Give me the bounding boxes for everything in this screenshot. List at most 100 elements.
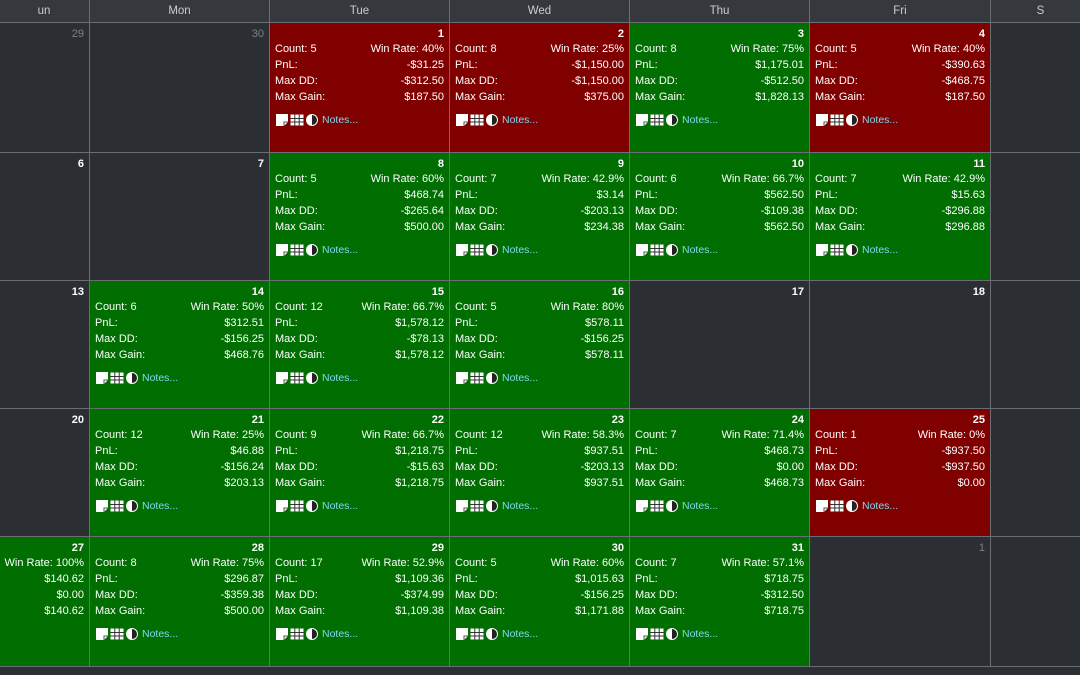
note-icon[interactable] (815, 499, 829, 513)
contrast-icon[interactable] (305, 627, 319, 641)
day-cell[interactable]: 2 Count: 8 Win Rate: 25% PnL: -$1,150.00 Max … (450, 23, 630, 153)
note-icon[interactable] (95, 499, 109, 513)
note-icon[interactable] (635, 627, 649, 641)
note-icon[interactable] (815, 113, 829, 127)
contrast-icon[interactable] (665, 243, 679, 257)
notes-link[interactable]: Notes... (142, 372, 179, 384)
day-cell[interactable]: 10 Count: 6 Win Rate: 66.7% PnL: $562.50 Max … (630, 153, 810, 281)
day-cell[interactable]: 17 (630, 281, 810, 409)
day-cell[interactable]: 6 (0, 153, 90, 281)
notes-link[interactable]: Notes... (682, 500, 719, 512)
trades-table-icon[interactable] (650, 113, 664, 127)
contrast-icon[interactable] (305, 243, 319, 257)
trades-table-icon[interactable] (470, 243, 484, 257)
notes-link[interactable]: Notes... (322, 244, 359, 256)
day-cell[interactable]: 29 Count: 17 Win Rate: 52.9% PnL: $1,109.36 M… (270, 537, 450, 667)
contrast-icon[interactable] (305, 371, 319, 385)
day-cell[interactable]: 22 Count: 9 Win Rate: 66.7% PnL: $1,218.75 Ma… (270, 409, 450, 537)
contrast-icon[interactable] (485, 499, 499, 513)
trades-table-icon[interactable] (830, 243, 844, 257)
trades-table-icon[interactable] (470, 113, 484, 127)
trades-table-icon[interactable] (290, 243, 304, 257)
trades-table-icon[interactable] (110, 627, 124, 641)
day-cell[interactable]: 18 (810, 281, 991, 409)
notes-link[interactable]: Notes... (682, 244, 719, 256)
notes-link[interactable]: Notes... (682, 114, 719, 126)
contrast-icon[interactable] (305, 113, 319, 127)
day-cell[interactable]: 11 Count: 7 Win Rate: 42.9% PnL: $15.63 Max D… (810, 153, 991, 281)
day-cell[interactable]: 15 Count: 12 Win Rate: 66.7% PnL: $1,578.12 M… (270, 281, 450, 409)
day-cell[interactable]: 4 Count: 5 Win Rate: 40% PnL: -$390.63 Max DD… (810, 23, 991, 153)
contrast-icon[interactable] (485, 113, 499, 127)
day-cell[interactable] (991, 153, 1080, 281)
day-cell[interactable]: 16 Count: 5 Win Rate: 80% PnL: $578.11 Max DD… (450, 281, 630, 409)
note-icon[interactable] (815, 243, 829, 257)
trades-table-icon[interactable] (470, 371, 484, 385)
notes-link[interactable]: Notes... (322, 628, 359, 640)
note-icon[interactable] (455, 371, 469, 385)
day-cell[interactable]: 9 Count: 7 Win Rate: 42.9% PnL: $3.14 Max DD:… (450, 153, 630, 281)
notes-link[interactable]: Notes... (502, 114, 539, 126)
note-icon[interactable] (95, 371, 109, 385)
day-cell[interactable]: 8 Count: 5 Win Rate: 60% PnL: $468.74 Max DD:… (270, 153, 450, 281)
notes-link[interactable]: Notes... (322, 500, 359, 512)
note-icon[interactable] (275, 627, 289, 641)
day-cell[interactable]: 25 Count: 1 Win Rate: 0% PnL: -$937.50 Max DD… (810, 409, 991, 537)
day-cell[interactable] (991, 409, 1080, 537)
trades-table-icon[interactable] (470, 499, 484, 513)
day-cell[interactable]: 1 Count: 5 Win Rate: 40% PnL: -$31.25 Max DD:… (270, 23, 450, 153)
day-cell[interactable]: 1 (810, 537, 991, 667)
contrast-icon[interactable] (485, 627, 499, 641)
trades-table-icon[interactable] (830, 499, 844, 513)
note-icon[interactable] (95, 627, 109, 641)
day-cell[interactable]: 28 Count: 8 Win Rate: 75% PnL: $296.87 Max DD… (90, 537, 270, 667)
day-cell[interactable]: 21 Count: 12 Win Rate: 25% PnL: $46.88 Max DD… (90, 409, 270, 537)
trades-table-icon[interactable] (290, 499, 304, 513)
trades-table-icon[interactable] (110, 371, 124, 385)
note-icon[interactable] (455, 499, 469, 513)
trades-table-icon[interactable] (290, 371, 304, 385)
day-cell[interactable]: 14 Count: 6 Win Rate: 50% PnL: $312.51 Max DD… (90, 281, 270, 409)
day-cell[interactable] (991, 537, 1080, 667)
trades-table-icon[interactable] (650, 499, 664, 513)
notes-link[interactable]: Notes... (322, 372, 359, 384)
note-icon[interactable] (455, 113, 469, 127)
trades-table-icon[interactable] (290, 113, 304, 127)
trades-table-icon[interactable] (470, 627, 484, 641)
day-cell[interactable]: 23 Count: 12 Win Rate: 58.3% PnL: $937.51 Max… (450, 409, 630, 537)
trades-table-icon[interactable] (110, 499, 124, 513)
notes-link[interactable]: Notes... (682, 628, 719, 640)
note-icon[interactable] (635, 113, 649, 127)
day-cell[interactable]: 3 Count: 8 Win Rate: 75% PnL: $1,175.01 Max D… (630, 23, 810, 153)
notes-link[interactable]: Notes... (502, 628, 539, 640)
notes-link[interactable]: Notes... (862, 114, 899, 126)
note-icon[interactable] (635, 243, 649, 257)
contrast-icon[interactable] (305, 499, 319, 513)
day-cell[interactable]: 24 Count: 7 Win Rate: 71.4% PnL: $468.73 Max … (630, 409, 810, 537)
trades-table-icon[interactable] (290, 627, 304, 641)
notes-link[interactable]: Notes... (142, 500, 179, 512)
note-icon[interactable] (275, 243, 289, 257)
notes-link[interactable]: Notes... (862, 500, 899, 512)
day-cell[interactable]: 29 (0, 23, 90, 153)
day-cell[interactable]: 7 (90, 153, 270, 281)
contrast-icon[interactable] (125, 371, 139, 385)
note-icon[interactable] (455, 627, 469, 641)
contrast-icon[interactable] (845, 243, 859, 257)
contrast-icon[interactable] (485, 371, 499, 385)
notes-link[interactable]: Notes... (502, 500, 539, 512)
contrast-icon[interactable] (485, 243, 499, 257)
day-cell[interactable]: 30 (90, 23, 270, 153)
notes-link[interactable]: Notes... (322, 114, 359, 126)
day-cell[interactable] (991, 23, 1080, 153)
contrast-icon[interactable] (845, 113, 859, 127)
contrast-icon[interactable] (845, 499, 859, 513)
contrast-icon[interactable] (125, 627, 139, 641)
notes-link[interactable]: Notes... (502, 244, 539, 256)
note-icon[interactable] (455, 243, 469, 257)
trades-table-icon[interactable] (650, 243, 664, 257)
contrast-icon[interactable] (125, 499, 139, 513)
contrast-icon[interactable] (665, 627, 679, 641)
note-icon[interactable] (275, 499, 289, 513)
